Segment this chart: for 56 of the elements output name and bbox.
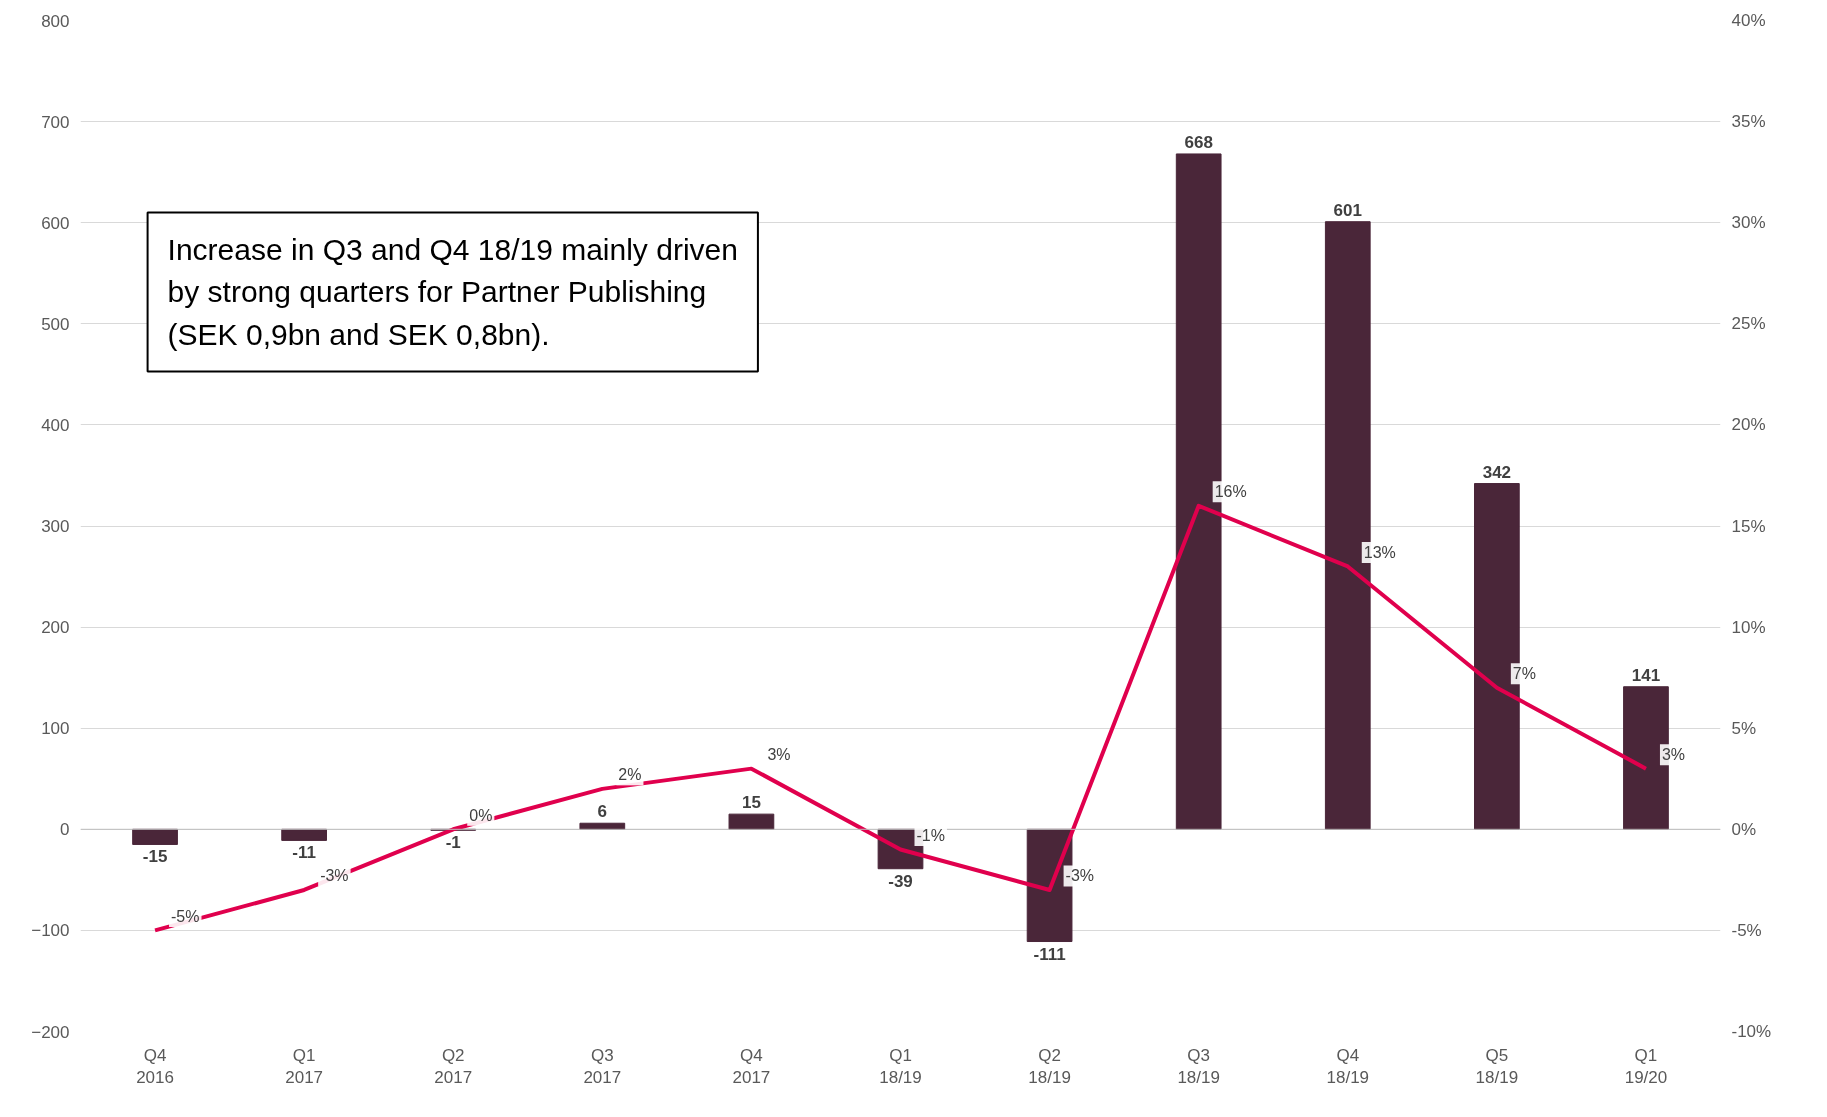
x-tick-label: Q4 2016 xyxy=(136,1045,174,1088)
data-label: 6 xyxy=(597,802,608,822)
x-tick-label: Q1 2017 xyxy=(285,1045,324,1088)
y-tick-label: −200 xyxy=(31,1022,70,1042)
data-label: 668 xyxy=(1184,132,1213,152)
y2-tick-label: 0% xyxy=(1731,819,1757,839)
y-tick-label: 500 xyxy=(41,314,70,334)
y2-tick-label: 40% xyxy=(1731,11,1766,30)
y2-tick-label: 30% xyxy=(1731,213,1766,233)
x-tick-label: Q4 18/19 xyxy=(1326,1045,1370,1088)
x-tick-label: Q2 2017 xyxy=(434,1045,473,1088)
data-label: 342 xyxy=(1482,462,1512,482)
y2-tick-label: 5% xyxy=(1731,718,1757,738)
data-label: 7% xyxy=(1512,665,1536,683)
data-label: 3% xyxy=(767,746,791,764)
data-label: 13% xyxy=(1363,543,1396,561)
data-label: -111 xyxy=(1033,944,1066,964)
y-tick-label: 800 xyxy=(41,11,70,31)
x-tick-label: Q3 2017 xyxy=(583,1045,622,1088)
data-label: -3% xyxy=(1065,867,1095,885)
data-label: -1% xyxy=(916,827,945,845)
y2-tick-label: 20% xyxy=(1731,415,1766,435)
y-tick-label: 200 xyxy=(41,618,70,638)
data-label: 15 xyxy=(741,793,761,813)
data-label: 601 xyxy=(1333,200,1362,220)
y-tick-label: 400 xyxy=(41,415,70,435)
data-label: -15 xyxy=(142,847,168,867)
y-tick-label: 700 xyxy=(41,112,70,132)
data-label: -39 xyxy=(888,871,913,891)
data-label: 2% xyxy=(618,766,642,784)
data-label: -11 xyxy=(292,843,316,863)
x-tick-label: Q1 18/19 xyxy=(879,1045,922,1088)
y-tick-label: 600 xyxy=(41,213,70,233)
y2-tick-label: -5% xyxy=(1731,920,1762,940)
data-label: -3% xyxy=(320,867,349,885)
x-tick-label: Q5 18/19 xyxy=(1475,1045,1519,1088)
y2-tick-label: 25% xyxy=(1731,314,1766,334)
y2-tick-label: 10% xyxy=(1731,617,1766,637)
x-tick-label: Q2 18/19 xyxy=(1028,1045,1071,1088)
y2-tick-label: -10% xyxy=(1731,1022,1772,1041)
y-tick-label: −100 xyxy=(31,921,70,941)
x-tick-label: Q4 2017 xyxy=(732,1045,771,1088)
x-tick-label: Q1 19/20 xyxy=(1624,1045,1668,1088)
data-label: 16% xyxy=(1214,483,1247,501)
data-label: -1 xyxy=(445,833,461,853)
data-label: 3% xyxy=(1661,746,1686,764)
y-tick-label: 0 xyxy=(60,820,70,840)
data-label: -5% xyxy=(171,907,200,925)
y2-tick-label: 15% xyxy=(1731,516,1766,536)
data-label: 0% xyxy=(469,806,493,824)
data-label: 141 xyxy=(1631,665,1661,685)
annotation: Increase in Q3 and Q4 18/19 mainly driven by strong quarters for Partner Publishing (SEK 0,9bn and SEK 0,8bn). xyxy=(167,232,738,352)
x-tick-label: Q3 18/19 xyxy=(1177,1045,1220,1088)
y2-tick-label: 35% xyxy=(1731,112,1766,132)
y-tick-label: 100 xyxy=(41,719,70,739)
y-tick-label: 300 xyxy=(41,517,70,536)
